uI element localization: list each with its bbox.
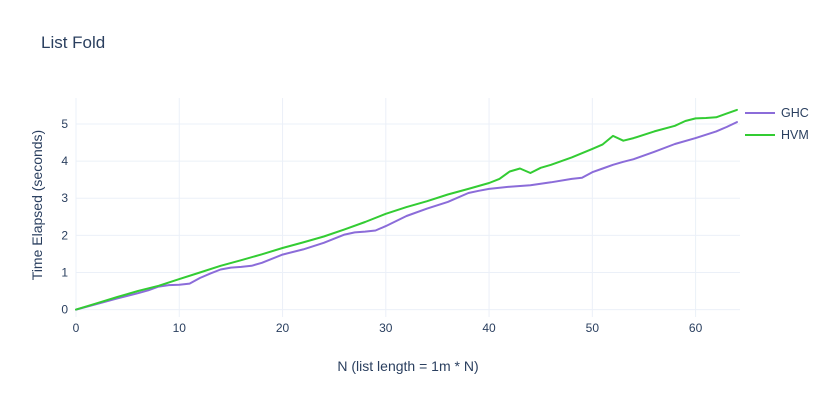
y-tick-label: 4 — [61, 154, 68, 168]
y-tick-label: 2 — [61, 228, 68, 242]
x-tick-label: 50 — [586, 321, 600, 335]
y-axis-title: Time Elapsed (seconds) — [29, 129, 45, 281]
chart-title: List Fold — [41, 33, 106, 52]
x-tick-label: 40 — [482, 321, 496, 335]
legend-label-hvm: HVM — [781, 128, 809, 142]
legend-item-hvm[interactable]: HVM — [745, 124, 809, 146]
x-tick-label: 60 — [689, 321, 703, 335]
legend-label-ghc: GHC — [781, 106, 809, 120]
series-line-hvm[interactable] — [75, 108, 738, 311]
legend-swatch-ghc-line — [745, 112, 775, 114]
x-tick-label: 0 — [73, 321, 80, 335]
x-axis-title: N (list length = 1m * N) — [337, 358, 479, 374]
y-tick-label: 1 — [61, 265, 68, 279]
series-line-ghc[interactable] — [75, 121, 738, 311]
y-tick-label: 5 — [61, 117, 68, 131]
x-tick-label: 20 — [276, 321, 290, 335]
legend: GHC HVM — [745, 102, 809, 146]
y-tick-label: 3 — [61, 191, 68, 205]
legend-item-ghc[interactable]: GHC — [745, 102, 809, 124]
x-tick-label: 30 — [379, 321, 393, 335]
legend-swatch-hvm-line — [745, 134, 775, 136]
x-tick-label: 10 — [173, 321, 187, 335]
y-tick-label: 0 — [61, 303, 68, 317]
